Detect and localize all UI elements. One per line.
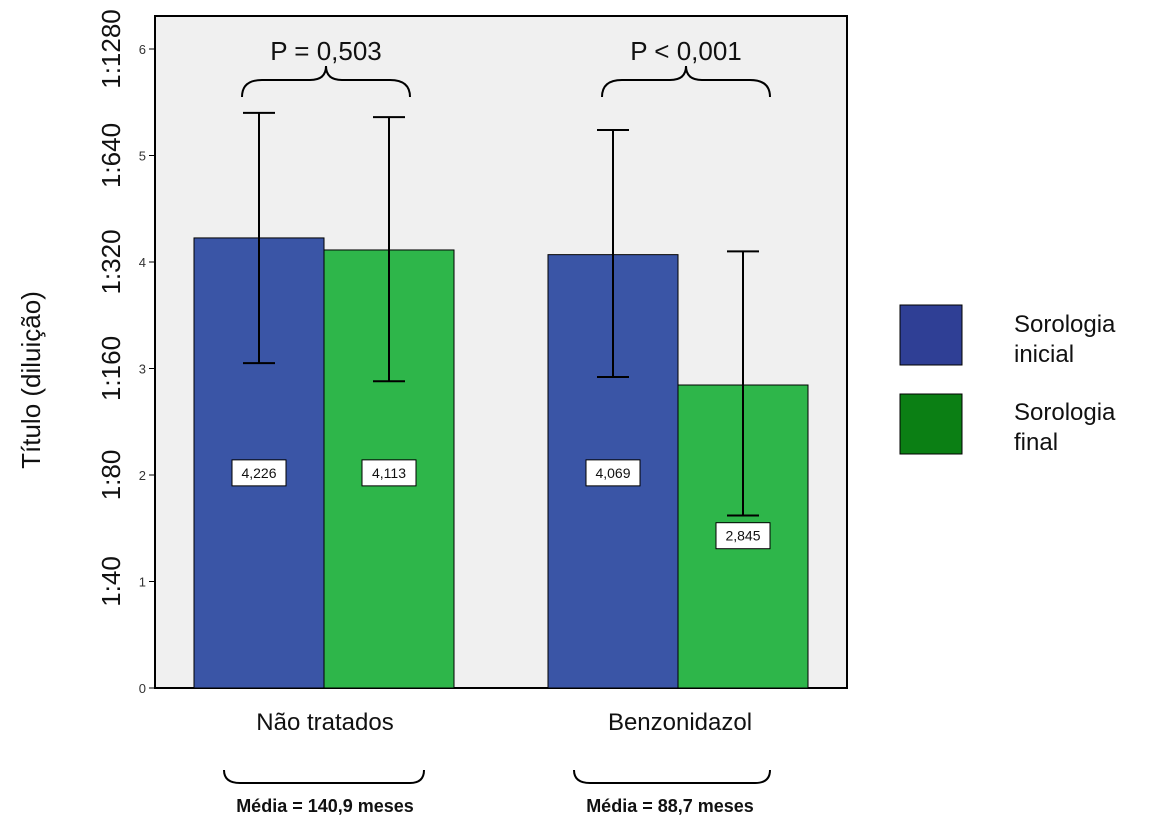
category-label-nao-tratados: Não tratados <box>256 709 393 736</box>
data-label: 2,845 <box>725 528 760 544</box>
y-tick-label: 6 <box>139 42 146 57</box>
y-dilution-axis: 1:40 1:80 1:160 1:320 1:640 1:1280 <box>96 9 126 607</box>
data-label: 4,069 <box>595 465 630 481</box>
p-value-benzonidazol: P < 0,001 <box>630 36 742 66</box>
data-label: 4,226 <box>241 465 276 481</box>
legend-label-final: Sorologia final <box>1014 399 1116 456</box>
y-tick-label: 1 <box>139 575 146 590</box>
y-axis: 0 1 2 3 4 5 6 <box>139 42 155 696</box>
y-dilution-label: 1:80 <box>96 450 126 501</box>
y-dilution-label: 1:640 <box>96 123 126 188</box>
y-dilution-label: 1:320 <box>96 229 126 294</box>
y-tick-label: 3 <box>139 362 146 377</box>
legend-swatch-inicial <box>900 305 962 365</box>
p-value-nao-tratados: P = 0,503 <box>270 36 382 66</box>
y-axis-title: Título (diluição) <box>16 291 46 469</box>
y-tick-label: 2 <box>139 468 146 483</box>
y-tick-label: 0 <box>139 681 146 696</box>
y-tick-label: 4 <box>139 255 146 270</box>
y-dilution-label: 1:1280 <box>96 9 126 89</box>
mean-brace-left <box>224 770 424 783</box>
legend-label-inicial: Sorologia inicial <box>1014 311 1116 368</box>
y-tick-label: 5 <box>139 149 146 164</box>
mean-brace-right <box>574 770 770 783</box>
mean-label-benzonidazol: Média = 88,7 meses <box>586 796 754 816</box>
category-label-benzonidazol: Benzonidazol <box>608 709 752 736</box>
y-dilution-label: 1:160 <box>96 336 126 401</box>
legend-swatch-final <box>900 394 962 454</box>
data-label: 4,113 <box>372 465 406 481</box>
y-dilution-label: 1:40 <box>96 556 126 607</box>
mean-label-nao-tratados: Média = 140,9 meses <box>236 796 414 816</box>
